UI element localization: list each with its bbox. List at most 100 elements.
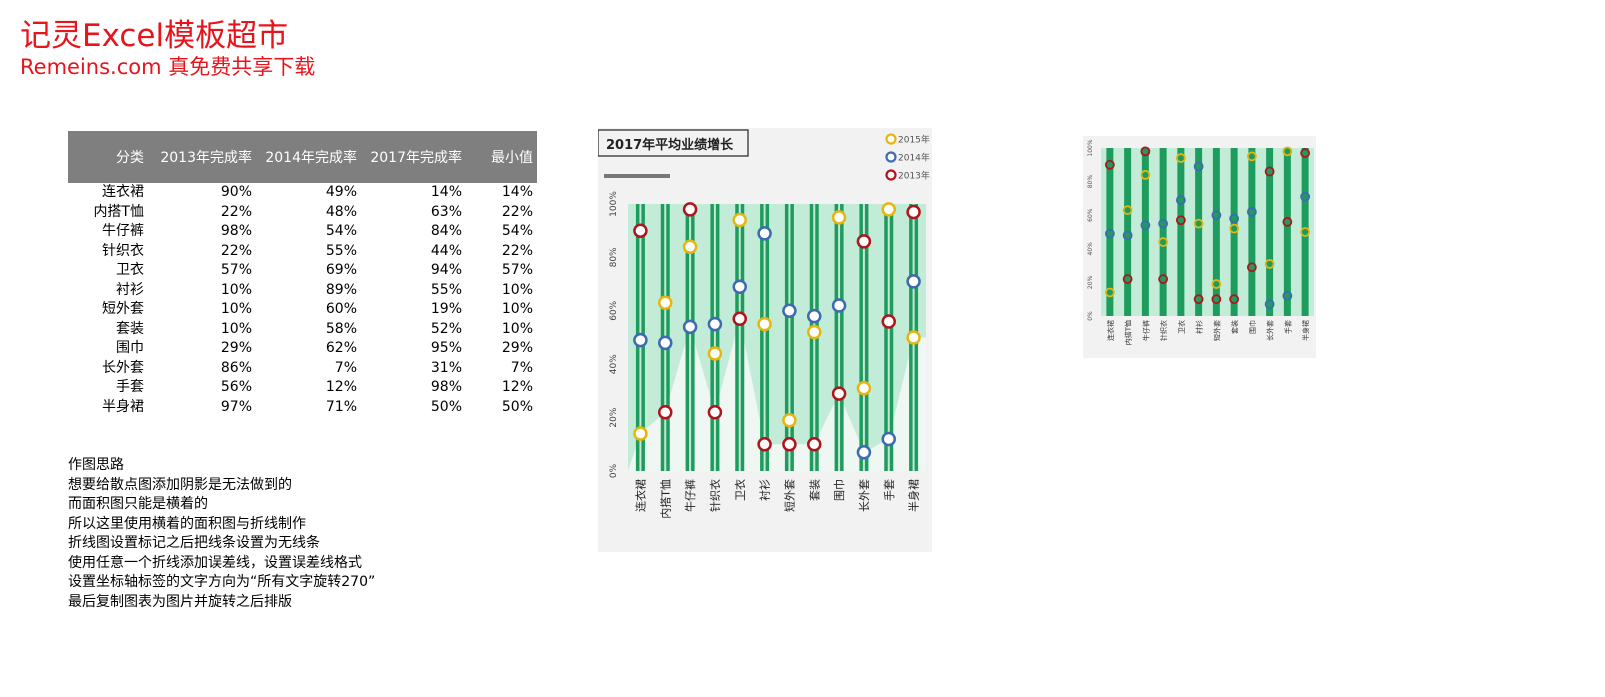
table-row: 短外套 10% 60% 19% 10%: [68, 300, 537, 320]
value-cell[interactable]: 86%: [220, 359, 252, 376]
data-table: 分类 2013年完成率 2014年完成率 2017年完成率 最小值 连衣裙 90%…: [68, 131, 537, 417]
value-cell[interactable]: 55%: [325, 242, 357, 259]
thumb-marker: [1282, 290, 1293, 301]
category-cell[interactable]: 衬衫: [116, 281, 144, 298]
thumb-y-tick: 40%: [1087, 242, 1094, 256]
thumb-marker: [1193, 161, 1204, 172]
thumb-marker: [1175, 215, 1186, 226]
value-cell[interactable]: 62%: [325, 340, 357, 356]
category-cell[interactable]: 套装: [116, 320, 144, 337]
header-cell[interactable]: 2017年完成率: [361, 131, 466, 183]
thumb-x-tick: 长外套: [1266, 320, 1275, 341]
error-bar-highlight: [713, 204, 716, 471]
value-cell[interactable]: 63%: [430, 203, 462, 220]
value-cell[interactable]: 58%: [325, 320, 357, 337]
value-cell[interactable]: 7%: [510, 359, 533, 376]
thumb-x-tick: 短外套: [1212, 320, 1221, 341]
value-cell[interactable]: 60%: [325, 301, 357, 317]
marker: [906, 274, 921, 289]
value-cell[interactable]: 10%: [220, 320, 252, 337]
header-cell[interactable]: 2013年完成率: [148, 131, 256, 183]
thumb-marker: [1104, 228, 1115, 239]
value-cell[interactable]: 84%: [430, 223, 462, 239]
header-cell[interactable]: 2014年完成率: [256, 131, 361, 183]
category-cell[interactable]: 牛仔裤: [102, 223, 144, 239]
value-cell[interactable]: 14%: [430, 184, 462, 200]
value-cell[interactable]: 22%: [501, 242, 533, 259]
value-cell[interactable]: 22%: [220, 203, 252, 220]
value-cell[interactable]: 57%: [220, 262, 252, 278]
marker: [782, 303, 797, 319]
category-cell[interactable]: 围巾: [116, 340, 144, 356]
error-bar: [735, 204, 745, 471]
category-cell[interactable]: 短外套: [102, 301, 144, 317]
thumb-marker: [1122, 230, 1133, 241]
category-cell[interactable]: 半身裙: [102, 398, 144, 415]
x-tick-label: 套装: [808, 479, 821, 501]
value-cell[interactable]: 50%: [501, 398, 533, 415]
value-cell[interactable]: 10%: [501, 301, 533, 317]
chart-subtitle-line: [604, 174, 670, 178]
category-cell[interactable]: 内搭T恤: [93, 203, 144, 220]
value-cell[interactable]: 98%: [430, 379, 462, 395]
marker: [831, 210, 847, 225]
value-cell[interactable]: 52%: [430, 320, 462, 337]
header-cell[interactable]: 最小值: [466, 131, 537, 183]
value-cell[interactable]: 31%: [430, 359, 462, 376]
category-cell[interactable]: 长外套: [102, 359, 144, 376]
table-row: 半身裙 97% 71% 50% 50%: [68, 398, 537, 418]
value-cell[interactable]: 89%: [325, 281, 357, 298]
value-cell[interactable]: 10%: [501, 320, 533, 337]
thumbnail-chart[interactable]: 0% 20% 40% 60% 80% 100% 连衣裙 内搭T恤 牛仔裤 针织衣 卫衣 衬衫 短外套 套装…: [1083, 136, 1316, 358]
value-cell[interactable]: 94%: [430, 262, 462, 278]
thumb-marker: [1211, 210, 1222, 221]
value-cell[interactable]: 54%: [325, 223, 357, 239]
value-cell[interactable]: 10%: [220, 281, 252, 298]
value-cell[interactable]: 29%: [501, 340, 533, 356]
value-cell[interactable]: 49%: [325, 184, 357, 200]
category-cell[interactable]: 针织衣: [102, 242, 144, 259]
value-cell[interactable]: 12%: [325, 379, 357, 395]
value-cell[interactable]: 22%: [220, 242, 252, 259]
value-cell[interactable]: 97%: [220, 398, 252, 415]
thumb-marker: [1229, 294, 1240, 305]
category-cell[interactable]: 连衣裙: [102, 184, 144, 200]
value-cell[interactable]: 14%: [501, 184, 533, 200]
value-cell[interactable]: 54%: [501, 223, 533, 239]
thumb-x-tick: 衬衫: [1195, 320, 1204, 334]
value-cell[interactable]: 71%: [325, 398, 357, 415]
value-cell[interactable]: 90%: [220, 184, 252, 200]
value-cell[interactable]: 56%: [220, 379, 252, 395]
main-chart[interactable]: 0% 20% 40% 60% 80% 100% 连衣裙 内搭T恤 牛仔裤 针织衣 卫衣 衬衫 短外套 套装…: [598, 128, 932, 552]
value-cell[interactable]: 55%: [430, 281, 462, 298]
marker: [856, 445, 872, 460]
value-cell[interactable]: 7%: [334, 359, 357, 376]
thumb-x-tick: 半身裙: [1301, 320, 1310, 341]
marker: [856, 380, 872, 396]
value-cell[interactable]: 57%: [501, 262, 533, 278]
value-cell[interactable]: 50%: [430, 398, 462, 415]
value-cell[interactable]: 48%: [325, 203, 357, 220]
value-cell[interactable]: 44%: [430, 242, 462, 259]
value-cell[interactable]: 19%: [430, 301, 462, 317]
value-cell[interactable]: 22%: [501, 203, 533, 220]
thumb-marker: [1282, 217, 1293, 227]
value-cell[interactable]: 10%: [501, 281, 533, 298]
value-cell[interactable]: 95%: [430, 340, 462, 356]
thumb-x-tick: 手套: [1283, 320, 1292, 334]
marker: [757, 437, 772, 452]
thumb-marker: [1246, 262, 1257, 273]
value-cell[interactable]: 98%: [220, 223, 252, 239]
category-cell[interactable]: 手套: [116, 379, 144, 395]
value-cell[interactable]: 12%: [501, 379, 533, 395]
thumb-x-tick: 连衣裙: [1106, 320, 1115, 341]
table-row: 针织衣 22% 55% 44% 22%: [68, 242, 537, 262]
category-cell[interactable]: 卫衣: [116, 262, 144, 278]
value-cell[interactable]: 10%: [220, 301, 252, 317]
marker: [732, 311, 747, 327]
value-cell[interactable]: 69%: [325, 262, 357, 278]
thumb-marker: [1246, 206, 1257, 217]
header-cell[interactable]: 分类: [68, 131, 148, 183]
marker: [732, 279, 747, 295]
value-cell[interactable]: 29%: [220, 340, 252, 356]
